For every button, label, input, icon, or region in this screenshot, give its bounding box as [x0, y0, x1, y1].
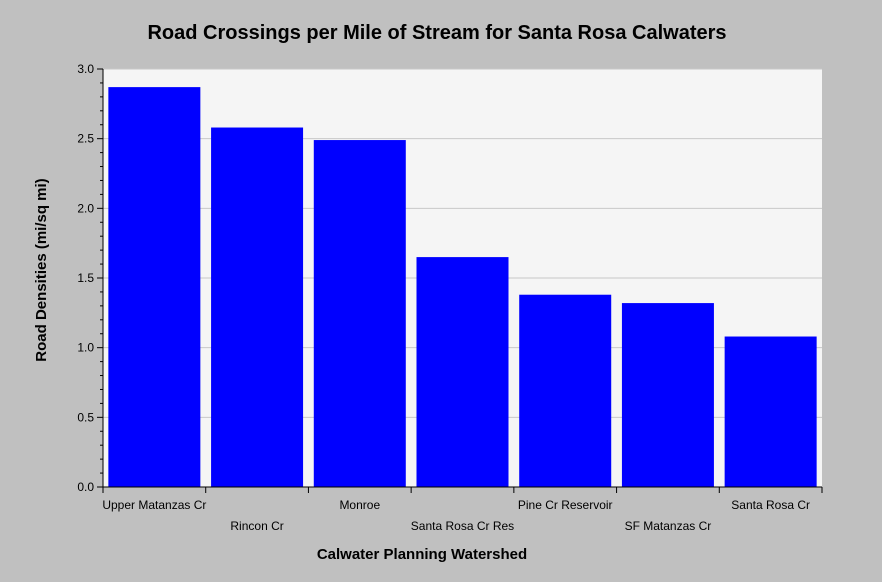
x-category-label: SF Matanzas Cr: [625, 519, 712, 533]
bar: [416, 257, 509, 487]
y-tick-label: 3.0: [77, 62, 94, 76]
y-tick-label: 0.5: [77, 410, 94, 424]
x-category-label: Monroe: [339, 498, 380, 512]
y-tick-labels: 0.0 0.5 1.0 1.5 2.0 2.5 3.0: [77, 62, 94, 494]
x-category-label: Santa Rosa Cr: [731, 498, 810, 512]
y-tick-label: 1.0: [77, 341, 94, 355]
bar: [108, 87, 201, 487]
bar: [211, 127, 304, 488]
axes: [97, 68, 823, 493]
y-tick-label: 0.0: [77, 480, 94, 494]
x-category-label: Santa Rosa Cr Res: [411, 519, 514, 533]
y-tick-label: 2.5: [77, 132, 94, 146]
x-category-label: Rincon Cr: [230, 519, 283, 533]
y-axis-label: Road Densities (mi/sq mi): [33, 178, 50, 361]
y-tick-label: 2.0: [77, 201, 94, 215]
y-tick-label: 1.5: [77, 271, 94, 285]
x-category-label: Upper Matanzas Cr: [102, 498, 206, 512]
x-axis-label: Calwater Planning Watershed: [317, 546, 527, 563]
x-category-labels: Upper Matanzas Cr Rincon Cr Monroe Santa Ro…: [102, 498, 810, 533]
x-category-label: Pine Cr Reservoir: [518, 498, 613, 512]
bar: [519, 294, 612, 487]
bars: [108, 87, 817, 488]
chart-title: Road Crossings per Mile of Stream for Sa…: [147, 22, 726, 44]
bar: [621, 303, 714, 487]
bar: [313, 140, 406, 487]
bar: [724, 336, 817, 487]
